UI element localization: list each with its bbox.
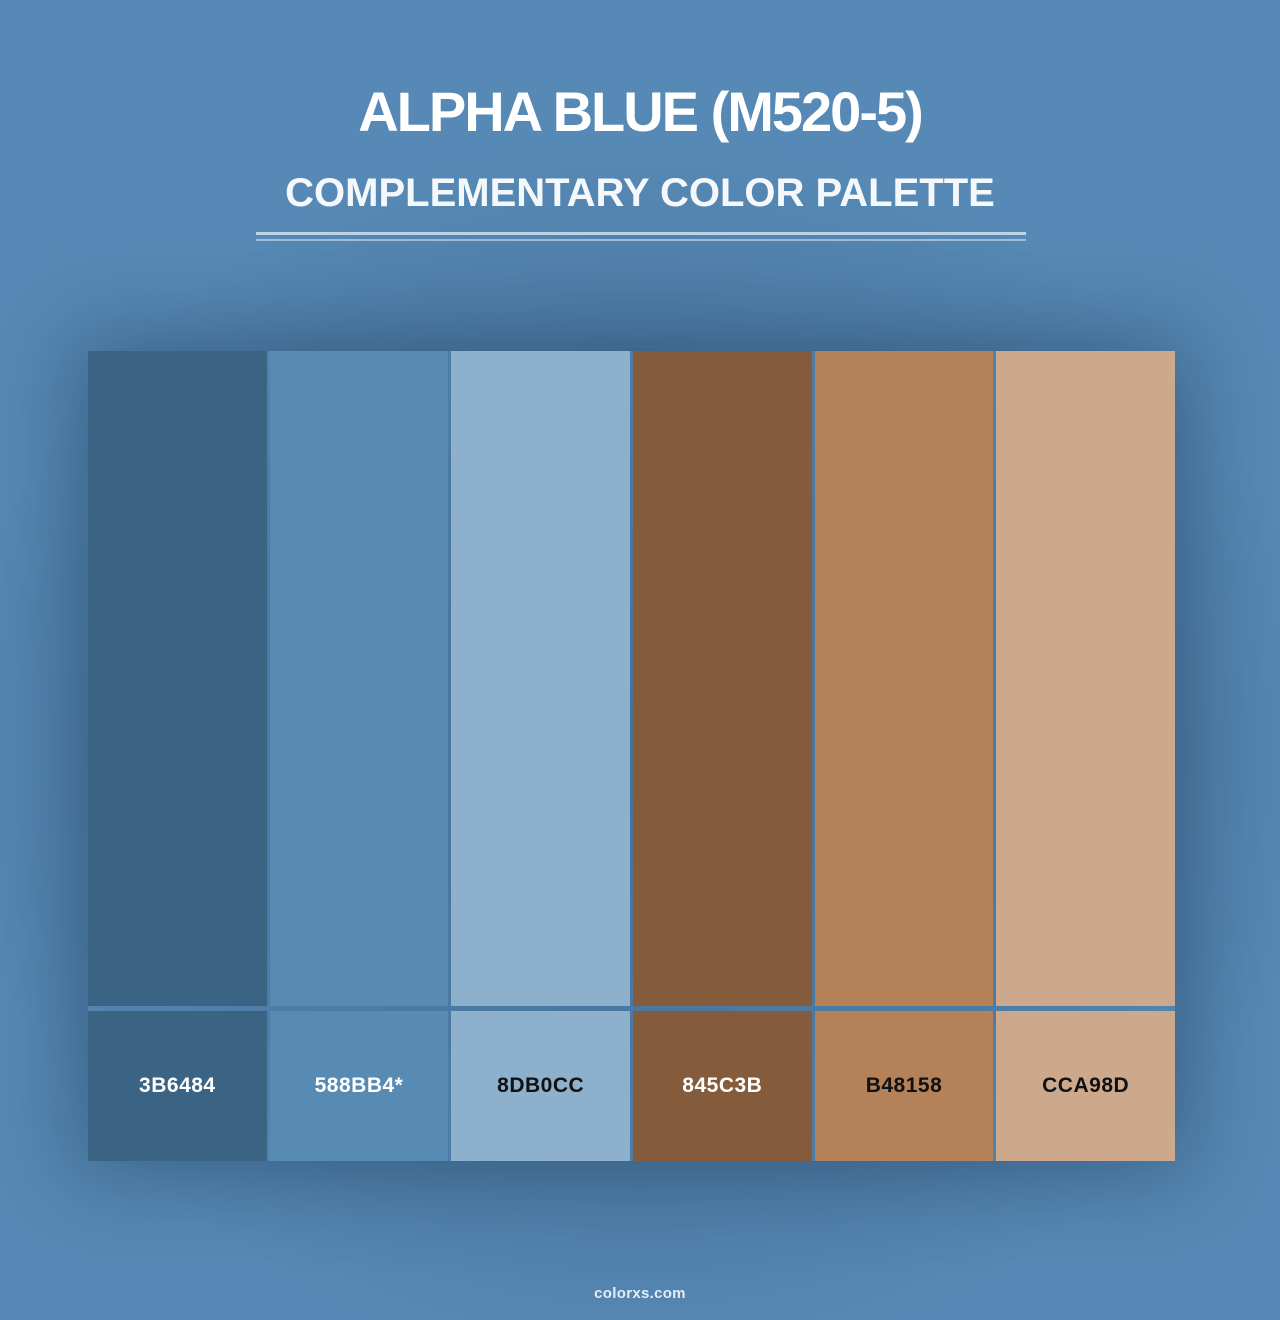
page-subtitle: COMPLEMENTARY COLOR PALETTE [285, 171, 995, 215]
swatch-hex-text: 3B6484 [139, 1074, 216, 1097]
swatch-label-6: CCA98D [996, 1011, 1175, 1161]
header-divider [256, 232, 1026, 241]
swatch-color-4 [633, 351, 812, 1006]
swatch-color-5 [814, 351, 994, 1006]
swatch-hex-text: 8DB0CC [497, 1074, 585, 1097]
palette-grid: 3B6484 588BB4* 8DB0CC 845C3B B48158 CCA9… [88, 351, 1175, 1161]
swatch-hex-text: 588BB4* [314, 1074, 404, 1097]
swatch-label-2: 588BB4* [269, 1011, 449, 1161]
swatch-label-4: 845C3B [633, 1011, 812, 1161]
swatch-hex-text: B48158 [865, 1074, 943, 1097]
swatch-hex-text: 845C3B [682, 1074, 763, 1097]
swatch-label-1: 3B6484 [88, 1011, 267, 1161]
footer: colorxs.com [0, 1285, 1280, 1303]
swatch-color-1 [88, 351, 267, 1006]
page-title: ALPHA BLUE (M520-5) [358, 80, 924, 143]
swatch-label-3: 8DB0CC [451, 1011, 630, 1161]
watermark-text: colorxs.com [594, 1285, 686, 1302]
swatch-color-2 [269, 351, 449, 1006]
swatch-color-3 [451, 351, 630, 1006]
swatch-hex-text: CCA98D [1042, 1074, 1130, 1097]
swatch-label-5: B48158 [814, 1011, 994, 1161]
swatch-color-6 [996, 351, 1175, 1006]
